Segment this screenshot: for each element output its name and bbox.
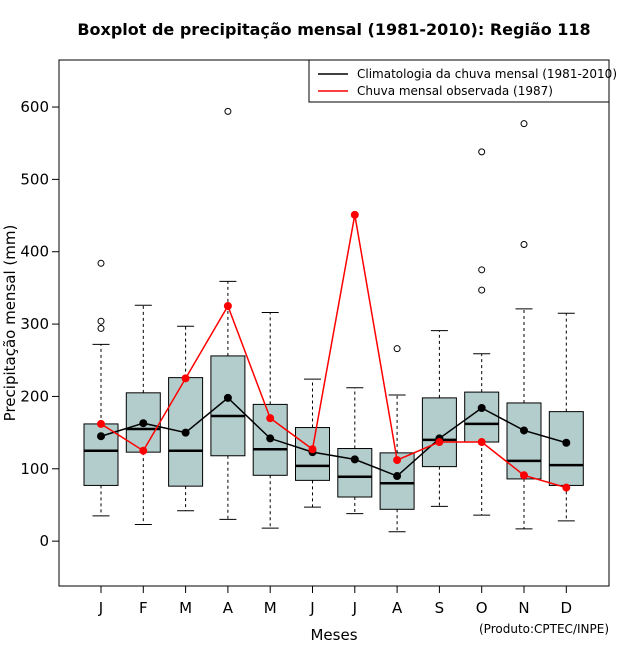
observed-line (100, 214, 567, 489)
y-tick-label: 500 (20, 170, 49, 188)
y-tick-label: 300 (20, 315, 49, 333)
outlier-point (478, 286, 486, 294)
y-tick-label: 0 (39, 532, 49, 550)
climatology-point (477, 404, 486, 413)
climatology-point (139, 419, 148, 428)
x-tick-label: M (264, 599, 277, 617)
climatology-point (393, 472, 402, 481)
climatology-point (562, 438, 571, 447)
observed-point (181, 374, 190, 383)
observed-point (520, 471, 528, 480)
observed-point (393, 456, 402, 465)
box-iqr (421, 397, 457, 468)
outlier-point (393, 345, 401, 353)
observed-point (477, 438, 486, 447)
climatology-point (223, 393, 232, 402)
climatology-point (266, 434, 275, 443)
x-tick-label: N (518, 599, 529, 617)
x-tick-label: A (392, 599, 403, 617)
y-tick-label: 600 (20, 98, 49, 116)
climatology-point (520, 426, 528, 435)
legend-box (308, 59, 610, 103)
outlier-point (478, 266, 486, 274)
observed-point (435, 438, 444, 447)
chart-title: Boxplot de precipitação mensal (1981-201… (77, 20, 590, 39)
outlier-point (97, 317, 105, 325)
climatology-point (97, 432, 105, 441)
climatology-point (181, 428, 190, 437)
climatology-point (350, 455, 359, 464)
plot-frame (58, 59, 610, 587)
outlier-point (478, 148, 486, 156)
observed-point (223, 301, 232, 310)
legend-climatology-label: Climatologia da chuva mensal (1981-2010) (357, 67, 617, 81)
box-iqr (506, 402, 542, 480)
outlier-point (520, 120, 528, 128)
outlier-point (97, 324, 105, 332)
x-tick-label: S (435, 599, 445, 617)
observed-point (562, 483, 571, 492)
outlier-point (224, 107, 232, 115)
x-tick-label: F (139, 599, 148, 617)
observed-point (97, 419, 105, 428)
product-credit: (Produto:CPTEC/INPE) (479, 622, 609, 636)
y-axis-label: Precipitação mensal (mm) (1, 225, 19, 422)
x-tick-label: D (561, 599, 573, 617)
box-iqr (210, 355, 246, 457)
climatology-line (100, 396, 567, 477)
x-tick-label: J (352, 599, 357, 617)
x-tick-label: A (223, 599, 234, 617)
observed-point (308, 445, 317, 454)
box-iqr (548, 411, 584, 486)
x-tick-label: J (309, 599, 314, 617)
plot-area: 0 100 200 300 400 500 600 J F M A M J J A S O N D (20, 59, 610, 617)
y-tick-label: 200 (20, 387, 49, 405)
x-tick-label: M (179, 599, 192, 617)
y-tick-label: 100 (20, 460, 49, 478)
legend-observed-label: Chuva mensal observada (1987) (357, 84, 553, 98)
x-tick-label: O (476, 599, 488, 617)
outlier-point (97, 259, 105, 267)
observed-point (266, 414, 275, 423)
x-axis-label: Meses (310, 626, 357, 644)
observed-point (350, 210, 359, 219)
x-tick-label: J (98, 599, 103, 617)
legend: Climatologia da chuva mensal (1981-2010)… (308, 59, 617, 103)
y-tick-label: 400 (20, 243, 49, 261)
outlier-point (520, 240, 528, 248)
observed-point (139, 446, 148, 455)
